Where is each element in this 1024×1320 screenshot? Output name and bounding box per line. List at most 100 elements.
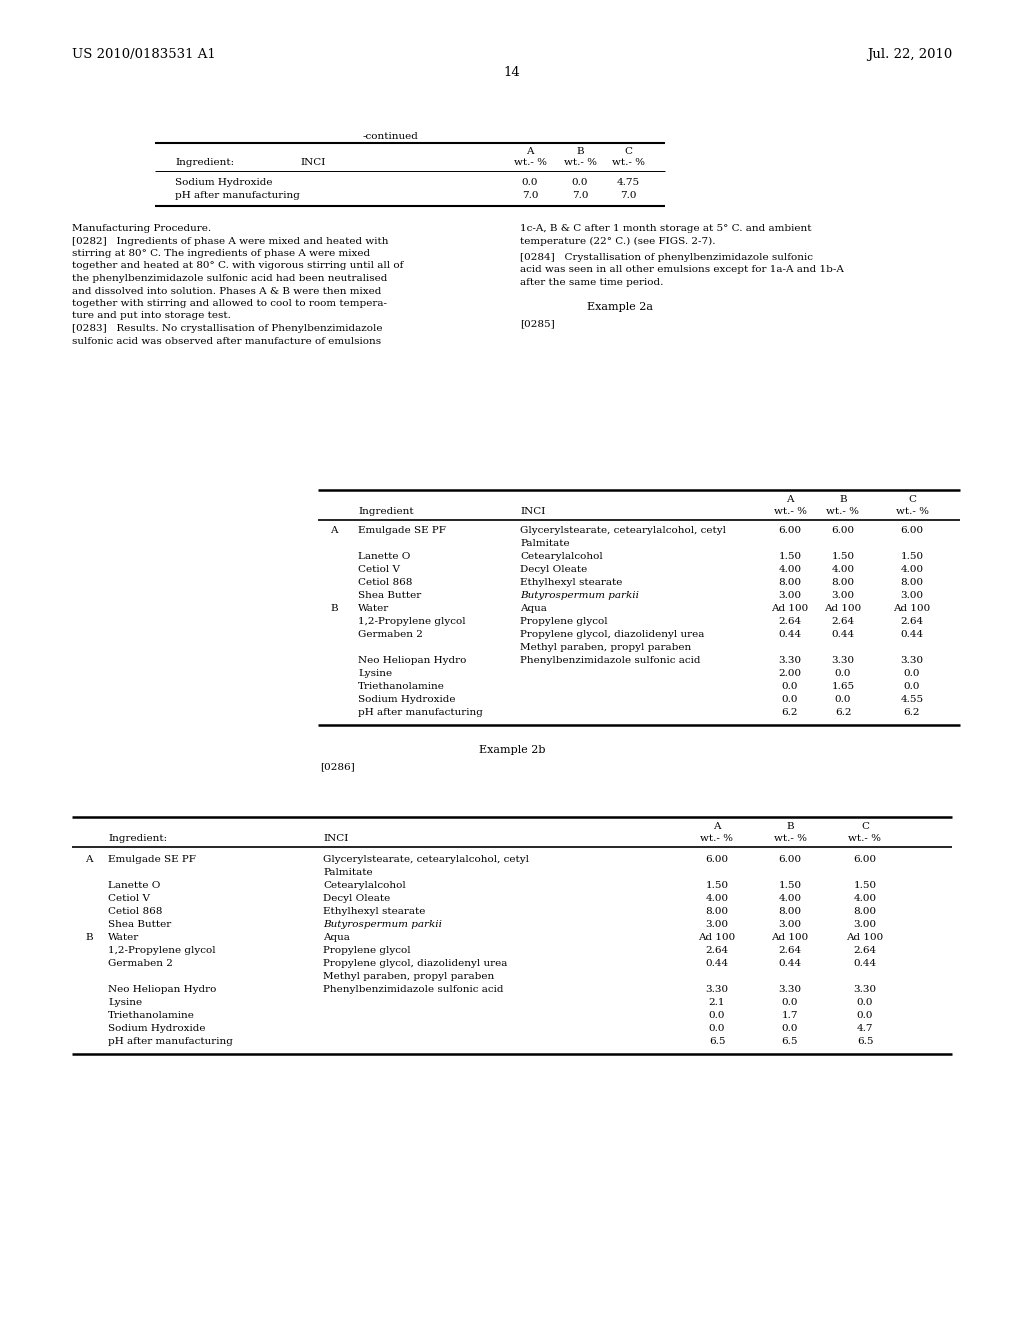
Text: 0.0: 0.0 [904,682,921,690]
Text: 4.75: 4.75 [616,178,640,187]
Text: Cetiol 868: Cetiol 868 [358,578,413,587]
Text: Jul. 22, 2010: Jul. 22, 2010 [866,48,952,61]
Text: B: B [85,933,92,942]
Text: 0.44: 0.44 [778,960,802,968]
Text: Glycerylstearate, cetearylalcohol, cetyl: Glycerylstearate, cetearylalcohol, cetyl [520,525,726,535]
Text: 1.65: 1.65 [831,682,855,690]
Text: Phenylbenzimidazole sulfonic acid: Phenylbenzimidazole sulfonic acid [323,985,504,994]
Text: Sodium Hydroxide: Sodium Hydroxide [108,1024,206,1034]
Text: Methyl paraben, propyl paraben: Methyl paraben, propyl paraben [520,643,691,652]
Text: 2.64: 2.64 [706,946,728,954]
Text: 1.50: 1.50 [706,880,728,890]
Text: 6.00: 6.00 [900,525,924,535]
Text: 8.00: 8.00 [900,578,924,587]
Text: INCI: INCI [323,834,348,843]
Text: [0284]   Crystallisation of phenylbenzimidazole sulfonic: [0284] Crystallisation of phenylbenzimid… [520,253,813,261]
Text: [0285]: [0285] [520,319,555,327]
Text: 4.00: 4.00 [778,894,802,903]
Text: 4.00: 4.00 [853,894,877,903]
Text: Sodium Hydroxide: Sodium Hydroxide [175,178,272,187]
Text: INCI: INCI [300,158,326,168]
Text: 0.0: 0.0 [709,1011,725,1020]
Text: US 2010/0183531 A1: US 2010/0183531 A1 [72,48,216,61]
Text: INCI: INCI [520,507,546,516]
Text: 7.0: 7.0 [620,191,636,201]
Text: Phenylbenzimidazole sulfonic acid: Phenylbenzimidazole sulfonic acid [520,656,700,665]
Text: Neo Heliopan Hydro: Neo Heliopan Hydro [108,985,216,994]
Text: 1c-A, B & C after 1 month storage at 5° C. and ambient: 1c-A, B & C after 1 month storage at 5° … [520,224,811,234]
Text: Palmitate: Palmitate [323,869,373,876]
Text: A: A [526,147,534,156]
Text: Germaben 2: Germaben 2 [108,960,173,968]
Text: 3.30: 3.30 [831,656,855,665]
Text: Butyrospermum parkii: Butyrospermum parkii [520,591,639,601]
Text: B: B [786,822,794,832]
Text: 6.00: 6.00 [778,525,802,535]
Text: 4.7: 4.7 [857,1024,873,1034]
Text: 1.50: 1.50 [778,880,802,890]
Text: Water: Water [108,933,139,942]
Text: 3.30: 3.30 [706,985,728,994]
Text: 4.00: 4.00 [706,894,728,903]
Text: 6.2: 6.2 [904,708,921,717]
Text: 3.00: 3.00 [853,920,877,929]
Text: 6.2: 6.2 [781,708,799,717]
Text: 6.00: 6.00 [706,855,728,865]
Text: 4.00: 4.00 [900,565,924,574]
Text: Decyl Oleate: Decyl Oleate [323,894,390,903]
Text: sulfonic acid was observed after manufacture of emulsions: sulfonic acid was observed after manufac… [72,337,381,346]
Text: Ethylhexyl stearate: Ethylhexyl stearate [520,578,623,587]
Text: 0.0: 0.0 [857,1011,873,1020]
Text: Ingredient: Ingredient [358,507,414,516]
Text: 0.44: 0.44 [900,630,924,639]
Text: after the same time period.: after the same time period. [520,279,664,286]
Text: -continued: -continued [362,132,418,141]
Text: 2.64: 2.64 [853,946,877,954]
Text: Propylene glycol: Propylene glycol [520,616,607,626]
Text: 0.0: 0.0 [781,1024,799,1034]
Text: B: B [840,495,847,504]
Text: wt.- %: wt.- % [896,507,929,516]
Text: the phenylbenzimidazole sulfonic acid had been neutralised: the phenylbenzimidazole sulfonic acid ha… [72,275,387,282]
Text: B: B [330,605,338,612]
Text: 2.64: 2.64 [900,616,924,626]
Text: Ad 100: Ad 100 [847,933,884,942]
Text: ture and put into storage test.: ture and put into storage test. [72,312,230,321]
Text: 3.00: 3.00 [778,920,802,929]
Text: [0283]   Results. No crystallisation of Phenylbenzimidazole: [0283] Results. No crystallisation of Ph… [72,323,383,333]
Text: Lysine: Lysine [358,669,392,678]
Text: together and heated at 80° C. with vigorous stirring until all of: together and heated at 80° C. with vigor… [72,261,403,271]
Text: pH after manufacturing: pH after manufacturing [108,1038,232,1045]
Text: Water: Water [358,605,389,612]
Text: 3.30: 3.30 [900,656,924,665]
Text: [0286]: [0286] [319,762,354,771]
Text: 0.0: 0.0 [709,1024,725,1034]
Text: B: B [577,147,584,156]
Text: C: C [861,822,869,832]
Text: Butyrospermum parkii: Butyrospermum parkii [323,920,442,929]
Text: 6.00: 6.00 [778,855,802,865]
Text: 6.2: 6.2 [835,708,851,717]
Text: pH after manufacturing: pH after manufacturing [358,708,483,717]
Text: Lanette O: Lanette O [108,880,161,890]
Text: Cetiol V: Cetiol V [108,894,150,903]
Text: 0.44: 0.44 [853,960,877,968]
Text: 14: 14 [504,66,520,79]
Text: Aqua: Aqua [323,933,350,942]
Text: Shea Butter: Shea Butter [358,591,421,601]
Text: 1.50: 1.50 [853,880,877,890]
Text: pH after manufacturing: pH after manufacturing [175,191,300,201]
Text: Ad 100: Ad 100 [771,933,809,942]
Text: Ingredient:: Ingredient: [108,834,167,843]
Text: 1.50: 1.50 [831,552,855,561]
Text: A: A [85,855,92,865]
Text: 6.5: 6.5 [781,1038,799,1045]
Text: 3.30: 3.30 [853,985,877,994]
Text: Aqua: Aqua [520,605,547,612]
Text: Manufacturing Procedure.: Manufacturing Procedure. [72,224,211,234]
Text: 1,2-Propylene glycol: 1,2-Propylene glycol [108,946,216,954]
Text: Ad 100: Ad 100 [771,605,809,612]
Text: 0.0: 0.0 [781,682,799,690]
Text: Lanette O: Lanette O [358,552,411,561]
Text: Propylene glycol: Propylene glycol [323,946,411,954]
